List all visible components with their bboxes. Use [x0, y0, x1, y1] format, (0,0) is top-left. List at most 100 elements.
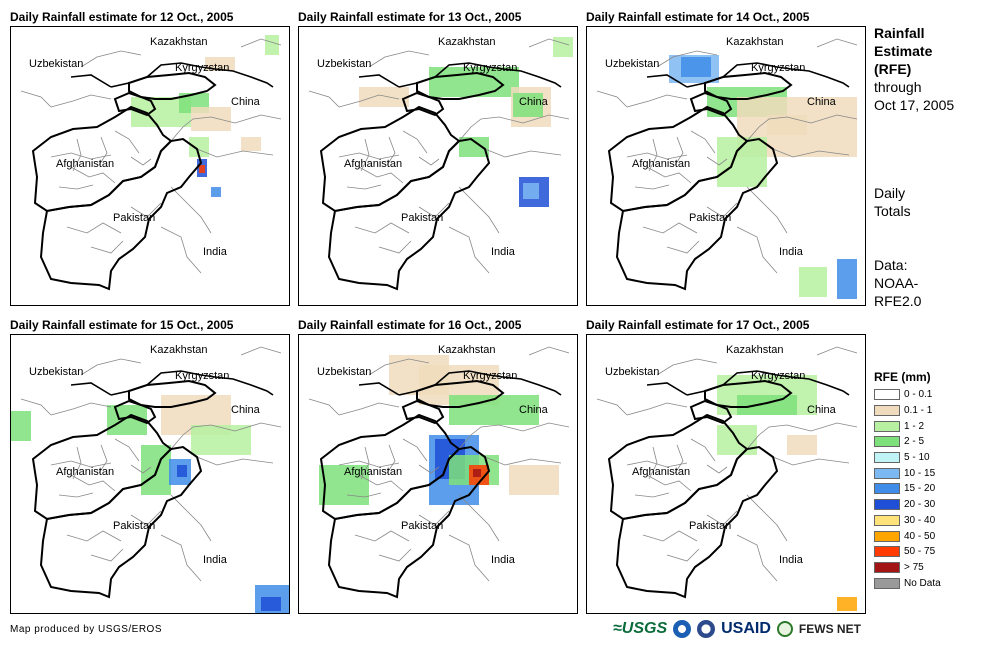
admin-boundary [80, 358, 142, 376]
rainfall-map: Kazakhstan Uzbekistan Kyrgyzstan China Afgha… [298, 26, 578, 306]
rain-patch [523, 183, 539, 199]
map-label-china: China [807, 96, 837, 108]
rainfall-map: Kazakhstan Uzbekistan Kyrgyzstan China Afgha… [10, 26, 290, 306]
admin-boundary [458, 186, 500, 234]
admin-boundary [354, 222, 410, 234]
map-label-india: India [491, 554, 516, 566]
rain-patch [553, 37, 573, 57]
rain-patch [261, 597, 281, 611]
admin-boundary [816, 38, 858, 48]
legend-item: 40 - 50 [874, 528, 941, 544]
legend-item: 0.1 - 1 [874, 403, 941, 419]
admin-boundary [596, 398, 628, 416]
legend-swatch [874, 483, 900, 495]
legend-label: 50 - 75 [904, 546, 936, 558]
admin-boundary [448, 226, 490, 274]
admin-boundary [674, 444, 684, 474]
usgs-logo: ≈USGS [613, 620, 668, 637]
rain-patch [199, 165, 205, 173]
country-border [358, 74, 400, 88]
map-label-india: India [491, 246, 516, 258]
rain-patch [211, 187, 221, 197]
admin-boundary [66, 530, 122, 542]
country-border [398, 370, 562, 396]
legend-label: 10 - 15 [904, 467, 936, 479]
map-label-kazakhstan: Kazakhstan [726, 36, 783, 48]
side-title: Rainfall Estimate (RFE) through Oct 17, … [874, 24, 954, 114]
admin-boundary [70, 166, 116, 184]
map-label-uzbekistan: Uzbekistan [317, 366, 371, 378]
country-border [327, 137, 491, 291]
map-label-afghanistan: Afghanistan [56, 158, 114, 170]
country-border [113, 91, 157, 117]
admin-boundary [338, 152, 400, 160]
country-border [686, 370, 850, 396]
admin-boundary [130, 510, 162, 526]
admin-boundary [772, 148, 850, 158]
admin-boundary [358, 474, 404, 492]
legend-item: 2 - 5 [874, 434, 941, 450]
admin-boundary [458, 494, 500, 542]
side-through: through [874, 79, 922, 95]
admin-boundary [378, 548, 412, 562]
side-title-line-3: (RFE) [874, 61, 912, 77]
admin-boundary [378, 240, 412, 254]
map-label-afghanistan: Afghanistan [56, 466, 114, 478]
map-label-afghanistan: Afghanistan [344, 158, 402, 170]
admin-boundary [58, 492, 94, 498]
legend-swatch [874, 530, 900, 542]
legend-label: > 75 [904, 561, 924, 573]
rainfall-map: Kazakhstan Uzbekistan Kyrgyzstan China Afgha… [10, 334, 290, 614]
admin-boundary [484, 148, 562, 158]
admin-boundary [816, 346, 858, 356]
admin-boundary [170, 422, 282, 450]
legend-item: 10 - 15 [874, 465, 941, 481]
admin-boundary [746, 494, 788, 542]
legend-item: 50 - 75 [874, 544, 941, 560]
map-label-india: India [779, 246, 804, 258]
map-label-china: China [231, 96, 261, 108]
country-border [646, 74, 688, 88]
admin-boundary [114, 438, 140, 462]
map-label-kazakhstan: Kazakhstan [150, 344, 207, 356]
admin-boundary [690, 130, 716, 154]
legend-swatch [874, 389, 900, 401]
map-label-afghanistan: Afghanistan [632, 158, 690, 170]
admin-boundary [772, 456, 850, 466]
admin-boundary [418, 510, 450, 526]
admin-boundary [90, 240, 124, 254]
map-label-china: China [519, 404, 549, 416]
side-data-source: Data: NOAA- RFE2.0 [874, 256, 921, 310]
admin-boundary [72, 138, 82, 172]
map-label-uzbekistan: Uzbekistan [605, 366, 659, 378]
rainfall-map: Kazakhstan Uzbekistan Kyrgyzstan China Afgha… [298, 334, 578, 614]
admin-boundary [596, 90, 628, 108]
admin-boundary [648, 138, 658, 172]
admin-boundary [50, 152, 112, 160]
legend-swatch [874, 577, 900, 589]
admin-boundary [170, 114, 282, 142]
rain-patch [681, 57, 711, 77]
map-label-kyrgyzstan: Kyrgyzstan [751, 62, 805, 74]
admin-boundary [160, 226, 202, 274]
country-border [327, 445, 491, 599]
admin-boundary [642, 530, 698, 542]
legend-label: 1 - 2 [904, 420, 925, 432]
country-border [398, 62, 562, 88]
globe-icon [776, 621, 793, 637]
country-border [686, 62, 850, 88]
map-label-uzbekistan: Uzbekistan [317, 58, 371, 70]
admin-boundary [98, 444, 108, 474]
map-svg: Kazakhstan Uzbekistan Kyrgyzstan China Afgha… [308, 344, 570, 599]
admin-boundary [666, 548, 700, 562]
rainfall-map: Kazakhstan Uzbekistan Kyrgyzstan China Afgha… [586, 26, 866, 306]
map-label-kyrgyzstan: Kyrgyzstan [175, 370, 229, 382]
legend-label: 0 - 0.1 [904, 389, 933, 401]
legend: RFE (mm) 0 - 0.1 0.1 - 1 1 - 2 2 - 5 5 - 10 1… [874, 370, 941, 591]
map-label-kyrgyzstan: Kyrgyzstan [463, 370, 517, 382]
legend-swatch [874, 420, 900, 432]
side-daily: Daily [874, 185, 906, 201]
country-border [39, 445, 203, 599]
map-svg: Kazakhstan Uzbekistan Kyrgyzstan China Afgha… [596, 36, 858, 299]
admin-boundary [98, 136, 108, 166]
